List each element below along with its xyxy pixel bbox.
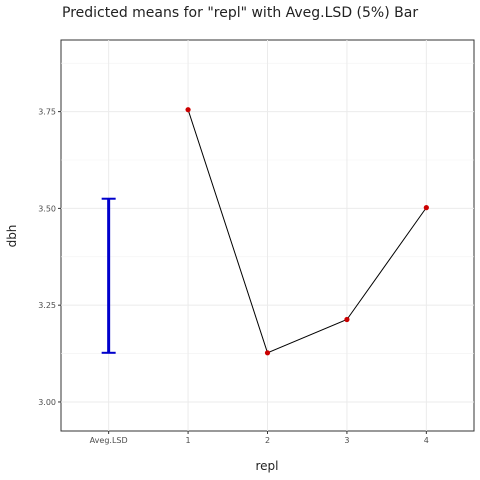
y-tick-label: 3.00	[38, 398, 56, 407]
chart-marks	[101, 107, 429, 356]
data-point	[264, 350, 271, 356]
data-point	[423, 205, 429, 211]
y-axis-title: dbh	[5, 225, 19, 248]
x-tick-label: Aveg.LSD	[90, 436, 128, 445]
data-point	[344, 316, 350, 323]
x-tick-label: 4	[424, 436, 429, 445]
series-line	[187, 109, 427, 354]
x-tick-label: 1	[186, 436, 191, 445]
y-tick-label: 3.50	[38, 204, 56, 213]
tick-labels: 3.00 3.25 3.50 3.75 Aveg.LSD 1 2 3 4	[38, 108, 429, 445]
x-tick-label: 2	[265, 436, 270, 445]
x-axis-title: repl	[255, 459, 278, 473]
y-tick-label: 3.75	[38, 108, 56, 117]
data-point	[185, 107, 191, 113]
y-tick-label: 3.25	[38, 301, 56, 310]
chart-title: Predicted means for "repl" with Aveg.LSD…	[62, 5, 418, 21]
x-tick-label: 3	[344, 436, 349, 445]
